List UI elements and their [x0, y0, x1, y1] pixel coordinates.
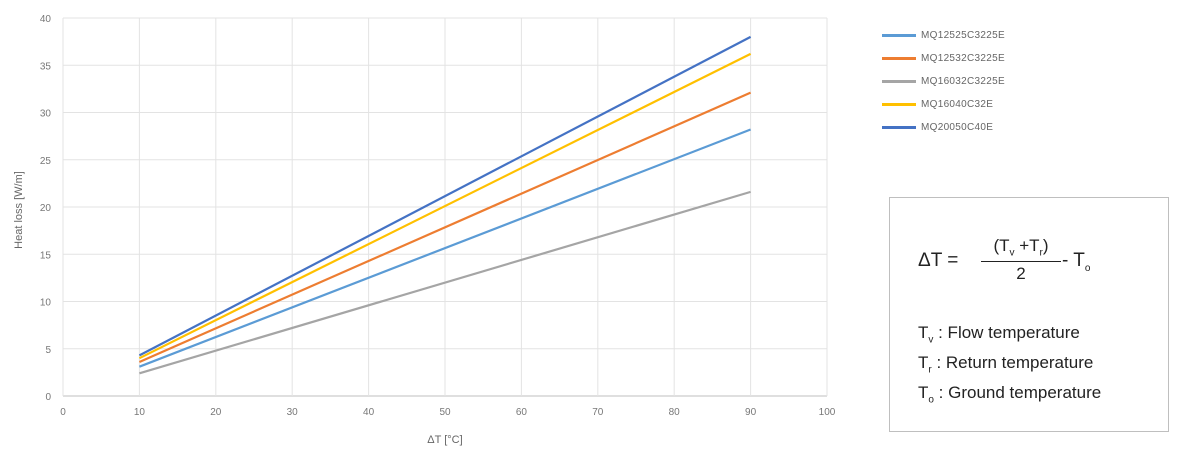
- legend-label: MQ16040C32E: [921, 99, 994, 110]
- legend-swatch: [882, 103, 916, 106]
- y-axis-label: Heat loss [W/m]: [13, 171, 25, 249]
- legend-item: MQ16032C3225E: [882, 70, 1112, 93]
- x-tick-label: 90: [745, 407, 757, 418]
- equation-fraction: (Tv +Tr) 2: [981, 236, 1061, 284]
- y-tick-label: 10: [40, 298, 52, 309]
- x-tick-label: 0: [60, 407, 66, 418]
- x-tick-label: 10: [134, 407, 146, 418]
- y-tick-label: 20: [40, 203, 52, 214]
- x-tick-label: 60: [516, 407, 528, 418]
- series-line-mq12525c3225e: [139, 128, 751, 368]
- legend-swatch: [882, 126, 916, 129]
- delta-t-equation: ΔT = (Tv +Tr) 2 - To: [918, 236, 1158, 292]
- series-line-mq16032c3225e: [139, 190, 751, 375]
- definitions: Tv : Flow temperature Tr : Return temper…: [918, 318, 1101, 408]
- equation-lhs: ΔT =: [918, 250, 959, 271]
- y-tick-label: 25: [40, 156, 52, 167]
- y-tick-label: 15: [40, 250, 52, 261]
- heat-loss-chart: 0 5 10 15 20 25 30 35 40 0 10 20 30 40 50 60 70 80 90 100 Δ…: [13, 14, 836, 446]
- y-tick-label: 40: [40, 14, 52, 25]
- definition-return: Tr : Return temperature: [918, 353, 1094, 376]
- legend-label: MQ16032C3225E: [921, 76, 1005, 87]
- y-tick-label: 35: [40, 61, 52, 72]
- legend-swatch: [882, 34, 916, 37]
- definition-flow: Tv : Flow temperature: [918, 323, 1080, 346]
- equation-numerator: (Tv +Tr): [993, 236, 1049, 259]
- legend-label: MQ20050C40E: [921, 122, 994, 133]
- legend-item: MQ20050C40E: [882, 116, 1112, 139]
- x-tick-label: 80: [669, 407, 681, 418]
- equation-rhs: - To: [1062, 250, 1091, 274]
- legend-item: MQ16040C32E: [882, 93, 1112, 116]
- series-line-mq12532c3225e: [138, 91, 752, 363]
- legend-label: MQ12525C3225E: [921, 30, 1005, 41]
- y-tick-label: 0: [45, 392, 51, 403]
- y-tick-label: 30: [40, 109, 52, 120]
- legend-item: MQ12532C3225E: [882, 47, 1112, 70]
- x-tick-label: 50: [439, 407, 451, 418]
- formula-box: ΔT = (Tv +Tr) 2 - To Tv : Flow temperatu…: [889, 197, 1169, 432]
- legend-swatch: [882, 57, 916, 60]
- fraction-bar: [981, 261, 1061, 262]
- legend-swatch: [882, 80, 916, 83]
- series-lines: [138, 35, 752, 375]
- series-line-mq20050c40e: [138, 35, 752, 357]
- x-tick-label: 70: [592, 407, 604, 418]
- equation-denominator: 2: [1016, 264, 1026, 283]
- legend: MQ12525C3225E MQ12532C3225E MQ16032C3225E M…: [882, 24, 1112, 139]
- series-line-mq16040c32e: [138, 52, 752, 360]
- legend-item: MQ12525C3225E: [882, 24, 1112, 47]
- y-tick-label: 5: [45, 345, 51, 356]
- legend-label: MQ12532C3225E: [921, 53, 1005, 64]
- x-tick-label: 20: [210, 407, 222, 418]
- tick-labels: 0 5 10 15 20 25 30 35 40 0 10 20 30 40 50 60 70 80 90 100: [40, 14, 836, 418]
- x-tick-label: 30: [287, 407, 299, 418]
- x-tick-label: 40: [363, 407, 375, 418]
- x-tick-label: 100: [819, 407, 836, 418]
- definition-ground: To : Ground temperature: [918, 383, 1102, 406]
- x-axis-label: ΔT [°C]: [427, 434, 462, 446]
